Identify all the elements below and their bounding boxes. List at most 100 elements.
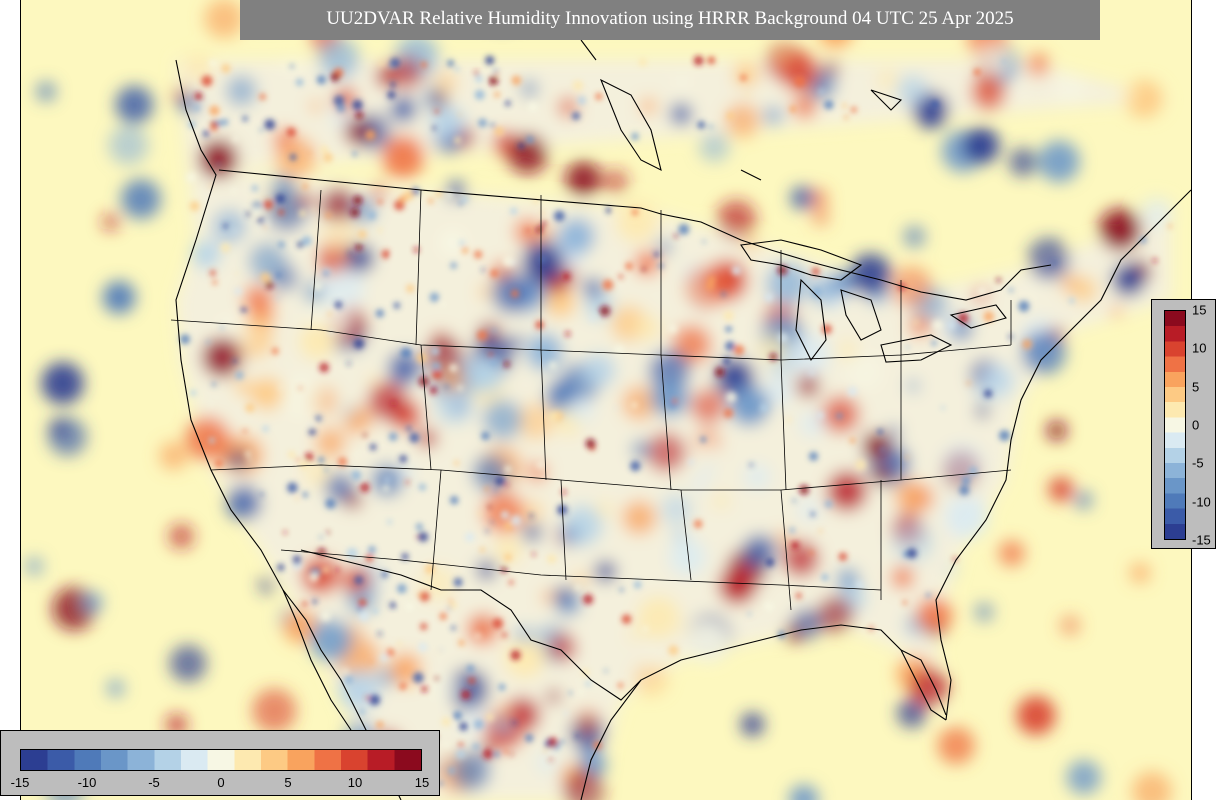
field-speck <box>512 618 517 623</box>
field-speck <box>299 209 307 217</box>
field-speck <box>585 438 596 449</box>
field-speck <box>397 641 402 646</box>
field-blob <box>557 96 579 118</box>
field-speck <box>194 105 200 111</box>
field-speck <box>180 334 190 345</box>
field-blob <box>318 37 360 79</box>
field-speck <box>323 271 328 276</box>
field-blob <box>192 240 221 269</box>
field-speck <box>450 496 459 505</box>
field-blob <box>998 540 1025 567</box>
field-speck <box>957 312 969 324</box>
field-speck <box>209 402 213 407</box>
field-speck <box>674 233 679 238</box>
colorbar-tick-label: 5 <box>284 775 292 790</box>
field-speck <box>413 247 420 253</box>
field-speck <box>618 274 624 279</box>
field-speck <box>429 387 437 395</box>
field-speck <box>599 305 611 317</box>
field-blob <box>250 377 283 410</box>
field-blob <box>372 185 386 199</box>
field-speck <box>508 580 514 585</box>
field-speck <box>315 415 322 422</box>
field-blob <box>1023 286 1036 299</box>
field-speck <box>382 485 390 492</box>
field-speck <box>220 242 231 253</box>
field-speck <box>477 511 482 516</box>
field-blob <box>1049 477 1073 502</box>
field-speck <box>510 650 521 661</box>
field-speck <box>443 741 450 749</box>
field-speck <box>319 145 329 155</box>
political-boundaries <box>170 39 1191 800</box>
field-blob <box>971 75 1007 111</box>
field-blob <box>909 314 932 338</box>
field-speck <box>535 320 544 330</box>
field-speck <box>906 345 910 349</box>
field-blob <box>670 103 692 126</box>
field-blob <box>837 339 859 361</box>
field-speck <box>447 767 456 775</box>
field-blob <box>301 556 340 595</box>
field-speck <box>435 191 442 198</box>
field-speck <box>358 610 370 622</box>
field-speck <box>847 386 858 397</box>
field-speck <box>747 612 752 616</box>
field-speck <box>446 191 453 198</box>
field-blob <box>872 465 892 485</box>
field-speck <box>430 346 440 356</box>
field-speck <box>327 311 332 317</box>
field-blob <box>541 590 555 604</box>
field-blob <box>82 592 103 613</box>
field-speck <box>490 269 499 278</box>
field-speck <box>348 251 353 256</box>
field-blob <box>108 125 149 165</box>
field-speck <box>427 126 432 130</box>
field-speck <box>630 460 641 472</box>
field-blob <box>690 388 726 424</box>
field-speck <box>493 751 500 758</box>
field-speck <box>544 742 551 748</box>
field-speck <box>824 100 834 110</box>
field-speck <box>459 240 465 246</box>
field-speck <box>1001 59 1006 63</box>
field-speck <box>602 279 614 291</box>
field-blob <box>740 713 764 736</box>
field-blob <box>509 334 523 349</box>
field-speck <box>693 55 704 66</box>
field-speck <box>561 489 567 495</box>
field-speck <box>614 406 618 410</box>
field-speck <box>350 207 360 218</box>
field-speck <box>418 642 428 652</box>
field-speck <box>973 68 981 76</box>
field-speck <box>418 531 429 542</box>
field-speck <box>465 532 475 542</box>
field-speck <box>533 199 538 204</box>
innovation-field <box>25 0 1172 800</box>
field-speck <box>283 530 287 535</box>
field-blob <box>1008 147 1038 177</box>
field-blob <box>765 377 793 405</box>
map-panel <box>20 0 1192 800</box>
field-speck <box>353 338 365 350</box>
field-blob <box>796 497 821 522</box>
colorbar-tick-label: -10 <box>1192 494 1211 510</box>
field-speck <box>477 330 488 341</box>
field-speck <box>543 749 547 753</box>
field-blob <box>309 100 322 113</box>
field-blob <box>515 626 531 642</box>
field-speck <box>678 223 690 235</box>
field-blob <box>962 127 1000 164</box>
colorbar-tick-label: -15 <box>1192 532 1211 548</box>
field-speck <box>492 328 497 333</box>
field-speck <box>809 451 818 461</box>
field-speck <box>220 325 224 330</box>
field-speck <box>216 119 224 127</box>
field-blob <box>1139 196 1172 229</box>
field-blob <box>844 352 884 391</box>
field-blob <box>574 709 601 736</box>
field-speck <box>277 563 285 571</box>
field-speck <box>330 72 340 82</box>
field-speck <box>461 690 471 700</box>
field-speck <box>287 482 298 494</box>
